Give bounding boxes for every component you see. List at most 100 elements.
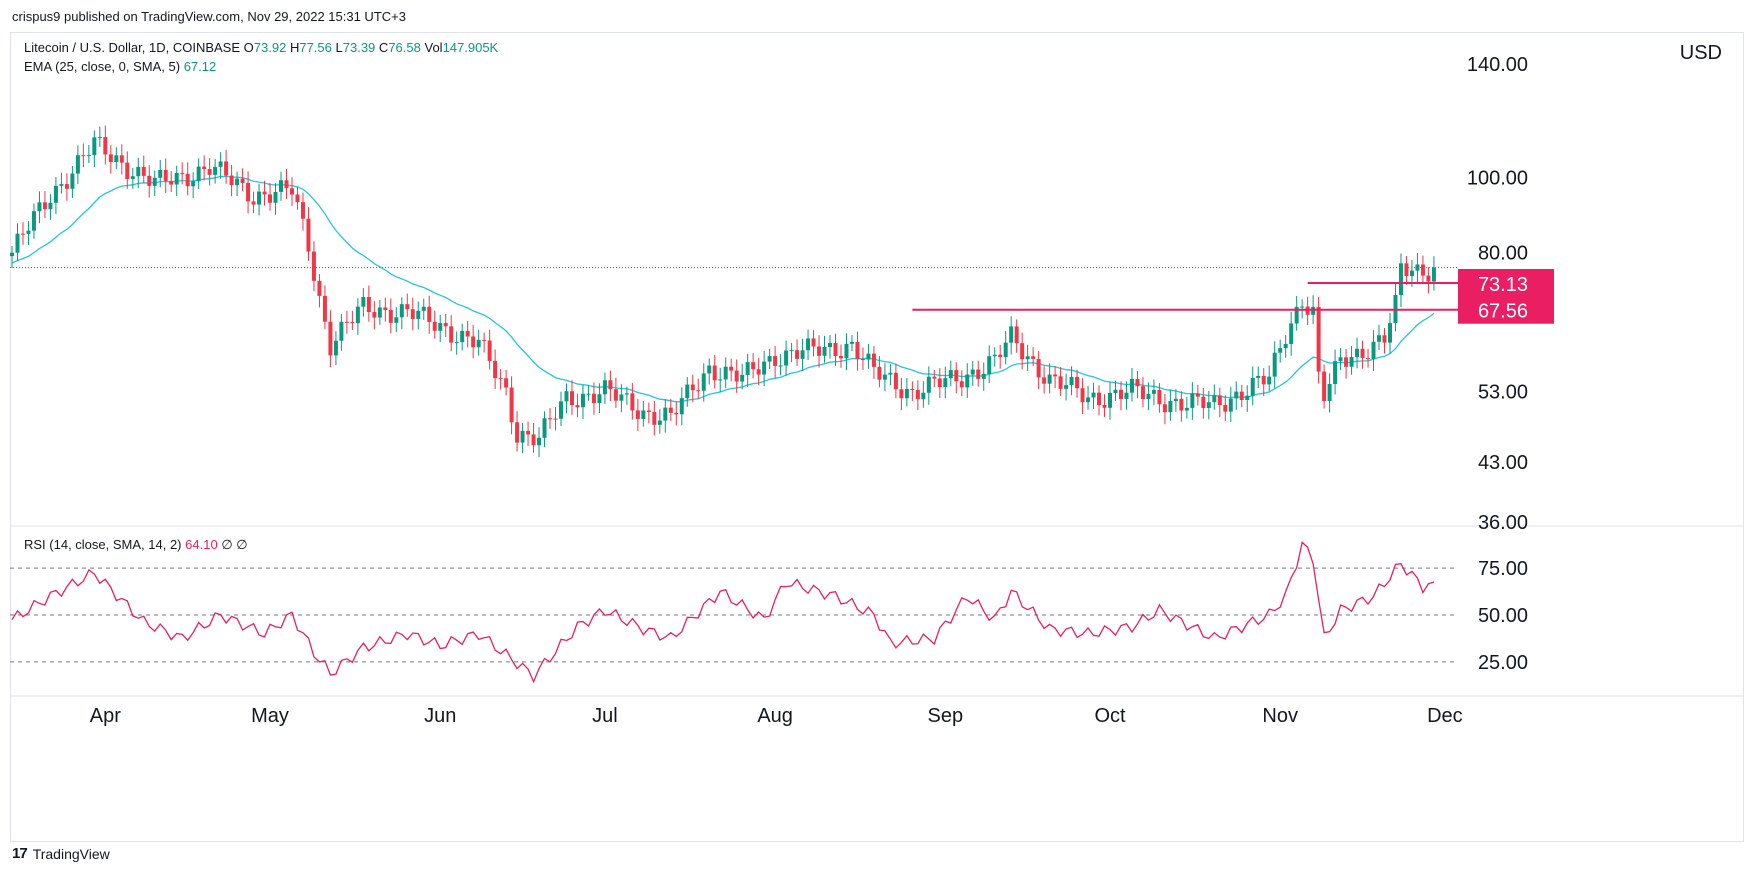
candle-body [575, 405, 580, 408]
candle-body [1108, 392, 1112, 408]
candle-body [48, 202, 53, 210]
candle-body [602, 380, 607, 395]
candle-body [1228, 398, 1233, 412]
candle-body [1053, 374, 1058, 377]
candle-body [586, 393, 591, 395]
candle-body [723, 366, 728, 380]
candle-body [701, 373, 706, 391]
price-tick-label: 100.00 [1467, 167, 1528, 189]
candle-body [1003, 342, 1008, 358]
candle-body [992, 354, 997, 357]
candle-body [1080, 388, 1085, 403]
candle-body [937, 378, 942, 388]
open-label: O [243, 40, 254, 55]
candle-body [295, 194, 300, 203]
candle-body [487, 340, 492, 361]
candle-body [257, 191, 262, 205]
tradingview-brand[interactable]: 17 TradingView [12, 845, 110, 862]
candle-body [366, 296, 371, 312]
candle-body [531, 434, 536, 446]
candle-body [1129, 378, 1134, 393]
candle-body [685, 384, 690, 399]
candle-body [26, 230, 31, 234]
candle-body [191, 181, 196, 187]
candle-body [218, 161, 223, 167]
candle-body [147, 175, 152, 186]
candle-body [800, 350, 805, 359]
candle-body [580, 393, 585, 408]
candle-body [559, 401, 563, 419]
candle-body [965, 374, 970, 388]
candle-body [322, 295, 327, 322]
symbol-label: Litecoin / U.S. Dollar, 1D, COINBASE [24, 40, 241, 55]
candle-body [904, 388, 909, 399]
candle-body [899, 389, 904, 399]
candle-body [591, 393, 596, 403]
candle-body [1124, 392, 1129, 399]
candle-body [926, 376, 931, 393]
level-label: 73.13 [1478, 274, 1528, 296]
candle-body [1404, 263, 1409, 277]
candle-body [92, 137, 97, 156]
candle-body [1234, 391, 1239, 399]
candle-body [537, 437, 542, 446]
candle-body [229, 175, 234, 186]
candle-body [333, 340, 338, 356]
volume-label: Vol [424, 40, 443, 55]
candle-body [1289, 323, 1294, 344]
candle-body [1366, 357, 1371, 359]
candle-body [1360, 348, 1365, 358]
candle-body [806, 338, 811, 351]
candle-body [180, 172, 185, 174]
candle-body [152, 177, 157, 186]
candle-body [1086, 397, 1091, 403]
candle-body [515, 422, 520, 443]
candle-body [235, 178, 240, 186]
candle-body [784, 350, 789, 366]
candle-body [86, 155, 91, 157]
candle-body [328, 321, 333, 356]
candle-body [196, 166, 201, 182]
candle-body [136, 166, 141, 177]
candle-body [1250, 377, 1255, 396]
candle-body [1069, 376, 1074, 386]
candle-body [987, 356, 992, 374]
month-tick-label: Sep [928, 705, 964, 727]
candle-body [959, 381, 964, 388]
rsi-tick-label: 25.00 [1478, 652, 1528, 674]
candle-body [674, 412, 679, 415]
candle-body [344, 321, 349, 323]
candle-body [663, 407, 668, 421]
candle-body [405, 304, 410, 310]
currency-label[interactable]: USD [1679, 42, 1722, 64]
candle-body [635, 410, 640, 419]
candle-body [652, 411, 657, 425]
candle-body [1157, 389, 1162, 405]
candle-body [372, 311, 377, 318]
candle-body [1311, 306, 1316, 315]
candle-body [1168, 401, 1173, 413]
close-value: 76.58 [388, 40, 421, 55]
candle-body [613, 389, 618, 401]
candle-body [657, 420, 662, 425]
candle-body [1431, 267, 1436, 282]
candle-body [59, 184, 64, 186]
candle-body [1283, 343, 1288, 349]
candle-body [300, 202, 305, 219]
candle-body [1146, 393, 1151, 400]
candle-body [224, 161, 229, 176]
candle-body [569, 391, 574, 406]
candle-body [668, 407, 673, 413]
candle-body [460, 330, 465, 343]
candle-body [141, 166, 146, 176]
candle-body [1212, 395, 1217, 403]
candle-body [838, 356, 843, 359]
candle-body [1327, 384, 1332, 401]
candle-body [53, 185, 58, 203]
candle-body [240, 178, 245, 183]
price-tick-label: 36.00 [1478, 512, 1528, 534]
candle-body [998, 354, 1003, 358]
brand-name: TradingView [32, 845, 110, 862]
candle-body [1382, 335, 1387, 343]
